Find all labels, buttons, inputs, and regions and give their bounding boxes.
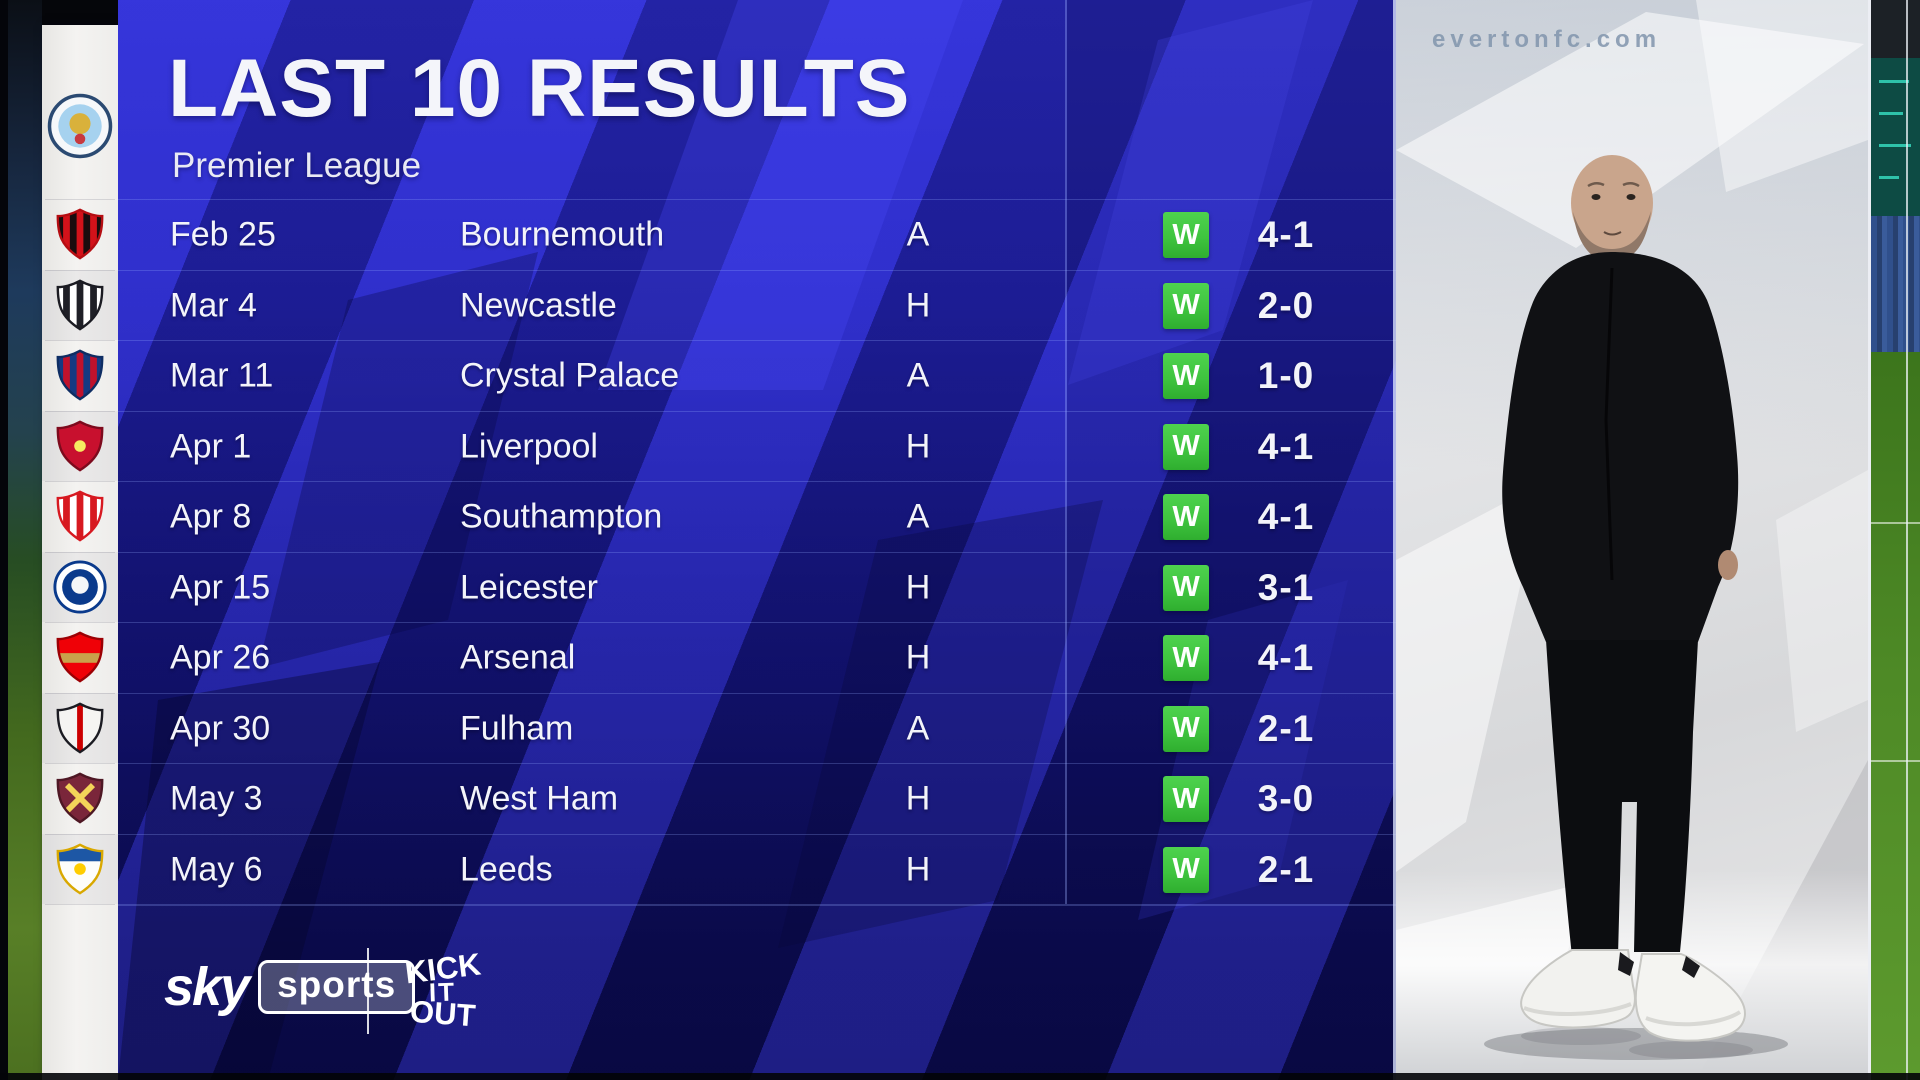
opponent-badge-southampton bbox=[42, 481, 118, 552]
match-score: 1-0 bbox=[1257, 355, 1315, 397]
result-row: May 6 Leeds H W 2-1 bbox=[118, 833, 1396, 906]
result-row: Apr 8 Southampton A W 4-1 bbox=[118, 481, 1396, 553]
venue-indicator: A bbox=[906, 215, 930, 254]
result-row: Apr 15 Leicester H W 3-1 bbox=[118, 551, 1396, 624]
opponent-name: Bournemouth bbox=[460, 215, 665, 254]
result-outcome-badge: W bbox=[1163, 564, 1209, 611]
match-date: May 3 bbox=[170, 779, 263, 818]
match-score: 4-1 bbox=[1257, 214, 1315, 256]
opponent-name: Newcastle bbox=[460, 286, 617, 325]
result-outcome-badge: W bbox=[1163, 423, 1209, 470]
match-date: Apr 15 bbox=[170, 568, 271, 607]
match-score: 2-1 bbox=[1257, 707, 1315, 749]
venue-indicator: A bbox=[906, 356, 930, 395]
opponent-name: Leeds bbox=[460, 850, 553, 889]
opponent-name: West Ham bbox=[460, 779, 619, 818]
result-outcome-badge: W bbox=[1163, 494, 1209, 541]
opponent-name: Southampton bbox=[460, 497, 663, 536]
match-score: 3-0 bbox=[1257, 778, 1315, 820]
opponent-badge-west-ham bbox=[42, 763, 118, 834]
page-subtitle: Premier League bbox=[172, 146, 422, 185]
result-row: Apr 1 Liverpool H W 4-1 bbox=[118, 410, 1396, 483]
broadcast-right-strip bbox=[1868, 0, 1920, 1080]
match-date: May 6 bbox=[170, 850, 263, 889]
column-divider bbox=[1065, 0, 1067, 904]
result-row: Mar 11 Crystal Palace A W 1-0 bbox=[118, 340, 1396, 412]
venue-indicator: H bbox=[905, 638, 931, 677]
opponent-badge-bournemouth bbox=[42, 199, 118, 270]
result-outcome-badge: W bbox=[1163, 212, 1209, 259]
match-date: Apr 26 bbox=[170, 638, 271, 677]
manager-photo bbox=[1484, 155, 1788, 1060]
opponent-name: Fulham bbox=[460, 709, 574, 748]
venue-indicator: H bbox=[905, 850, 931, 889]
opponent-badge-leicester bbox=[42, 551, 118, 622]
bottom-letterbox bbox=[0, 1073, 1920, 1080]
match-date: Apr 8 bbox=[170, 497, 252, 536]
result-row: Feb 25 Bournemouth A W 4-1 bbox=[118, 199, 1396, 271]
score-column-tint bbox=[1067, 0, 1396, 904]
sports-wordmark: sports bbox=[258, 960, 416, 1014]
match-date: Feb 25 bbox=[170, 215, 276, 254]
scoreboard-segment bbox=[1871, 58, 1920, 216]
logo-divider bbox=[367, 948, 369, 1034]
panel-right-edge bbox=[1393, 0, 1396, 1080]
match-score: 3-1 bbox=[1257, 566, 1315, 608]
result-outcome-badge: W bbox=[1163, 282, 1209, 329]
match-score: 2-0 bbox=[1257, 284, 1315, 326]
opponent-badge-liverpool bbox=[42, 410, 118, 481]
kick-it-out-logo: KICK IT OUT bbox=[394, 942, 492, 1042]
team-badge-strip bbox=[42, 25, 118, 1080]
match-date: Apr 30 bbox=[170, 709, 271, 748]
sky-sports-logo: sky sports bbox=[164, 957, 416, 1017]
venue-indicator: H bbox=[905, 568, 931, 607]
match-date: Mar 4 bbox=[170, 286, 257, 325]
match-score: 4-1 bbox=[1257, 496, 1315, 538]
stadium-watermark: evertonfc.com bbox=[1432, 26, 1662, 53]
match-score: 4-1 bbox=[1257, 637, 1315, 679]
venue-indicator: H bbox=[905, 779, 931, 818]
result-outcome-badge: W bbox=[1163, 776, 1209, 823]
venue-indicator: A bbox=[906, 497, 930, 536]
result-row: May 3 West Ham H W 3-0 bbox=[118, 763, 1396, 835]
result-outcome-badge: W bbox=[1163, 353, 1209, 400]
opponent-badge-leeds bbox=[42, 833, 118, 904]
photo-panel: evertonfc.com bbox=[1396, 0, 1868, 1080]
page-title: LAST 10 RESULTS bbox=[168, 43, 911, 134]
results-table: Feb 25 Bournemouth A W 4-1 Mar 4 Newcastle H W 2-… bbox=[118, 0, 1396, 1080]
result-row: Mar 4 Newcastle H W 2-0 bbox=[118, 269, 1396, 342]
kio-line-3: OUT bbox=[409, 994, 477, 1034]
team-badge-manchester-city bbox=[42, 66, 118, 186]
opponent-name: Liverpool bbox=[460, 427, 598, 466]
strip-highlight-line bbox=[1906, 0, 1908, 1080]
broadcast-left-edge bbox=[0, 0, 42, 1080]
venue-indicator: H bbox=[905, 427, 931, 466]
result-outcome-badge: W bbox=[1163, 705, 1209, 752]
result-row: Apr 26 Arsenal H W 4-1 bbox=[118, 622, 1396, 694]
opponent-name: Crystal Palace bbox=[460, 356, 680, 395]
venue-indicator: H bbox=[905, 286, 931, 325]
panel-chevron-decor bbox=[118, 0, 1348, 1080]
results-panel: LAST 10 RESULTS Premier League Feb 25 Bou… bbox=[118, 0, 1396, 1080]
pitch-segment bbox=[1871, 352, 1920, 1080]
match-score: 2-1 bbox=[1257, 848, 1315, 890]
opponent-badge-newcastle bbox=[42, 269, 118, 340]
venue-indicator: A bbox=[906, 709, 930, 748]
opponent-name: Arsenal bbox=[460, 638, 576, 677]
crowd-segment bbox=[1871, 216, 1920, 352]
opponent-badge-arsenal bbox=[42, 622, 118, 693]
table-bottom-border bbox=[118, 904, 1396, 906]
opponent-badge-fulham bbox=[42, 692, 118, 763]
opponent-badge-crystal-palace bbox=[42, 340, 118, 411]
match-date: Mar 11 bbox=[170, 356, 274, 395]
result-outcome-badge: W bbox=[1163, 635, 1209, 682]
result-row: Apr 30 Fulham A W 2-1 bbox=[118, 692, 1396, 765]
match-date: Apr 1 bbox=[170, 427, 252, 466]
opponent-name: Leicester bbox=[460, 568, 598, 607]
graphic-edge-line bbox=[1868, 0, 1871, 1080]
result-outcome-badge: W bbox=[1163, 846, 1209, 893]
match-score: 4-1 bbox=[1257, 425, 1315, 467]
sky-wordmark: sky bbox=[164, 957, 250, 1017]
